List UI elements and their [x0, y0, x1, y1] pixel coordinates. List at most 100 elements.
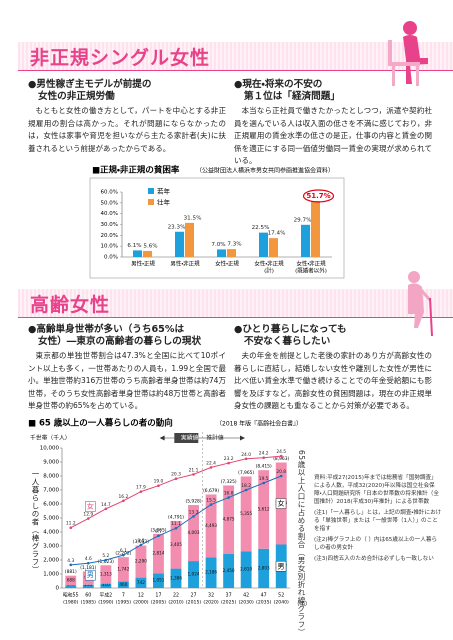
series-tag — [85, 569, 96, 581]
heading-line: ●ひとり暮らしになっても — [234, 324, 347, 335]
bar-segment — [100, 565, 112, 584]
data-label: 2,186 — [205, 570, 217, 575]
y-tick-label: 7,000 — [43, 488, 59, 494]
bar-segment — [205, 557, 217, 588]
data-label: 1,051 — [152, 578, 164, 583]
phase-label-bg — [174, 433, 199, 443]
total-label: (6,679) — [203, 488, 219, 494]
x-tick-label: (計) — [264, 267, 274, 275]
y-tick-label: 3,000 — [43, 544, 59, 550]
bar-segment — [117, 581, 129, 588]
section-band — [18, 289, 453, 318]
x-axis-unit: （年） — [294, 600, 311, 608]
bar — [227, 249, 236, 257]
data-label: 3,405 — [170, 542, 182, 547]
bar-segment — [223, 485, 235, 554]
column-body: 本当なら正社員で働きたかったとしつつ，派遣や契約社員を選んでいる人は収入面の低さ… — [234, 106, 432, 166]
chart-title: ■ 65 歳以上の一人暮らしの者の動向 — [28, 418, 173, 429]
data-label: 5.2 — [102, 553, 109, 559]
data-label: 19.0 — [154, 479, 164, 485]
series-name: 女 — [87, 502, 94, 511]
highlight-circle — [302, 189, 335, 203]
y-tick-label: 20.0% — [101, 233, 118, 239]
line-point — [157, 534, 160, 538]
data-label: 2,450 — [223, 568, 235, 573]
heading-line: ●現在・将来の不安の — [234, 79, 323, 90]
line-point — [104, 507, 108, 511]
heading-line: ●高齢単身世帯が多い（うち65%は — [28, 324, 185, 335]
data-label: 18.2 — [241, 483, 251, 489]
x-tick-label: 男性・正規 — [131, 260, 155, 268]
illustration-sitting-woman — [388, 21, 428, 86]
data-label: 4.3 — [67, 558, 74, 564]
bar-segment — [65, 585, 77, 588]
total-label: (3,032) — [133, 539, 149, 545]
data-label: 688 — [67, 577, 75, 582]
x-tick-label: (2030) — [239, 600, 254, 606]
data-label: 9.7 — [155, 529, 162, 535]
x-tick-label: 女性・非正規 — [254, 260, 284, 268]
data-label: 742 — [137, 580, 145, 585]
x-tick-label: (2000) — [133, 600, 148, 606]
y-tick-label: 50.0% — [101, 200, 118, 206]
total-label: (3,865) — [150, 527, 166, 533]
data-label: 310 — [102, 582, 110, 587]
x-tick-label: (2035) — [256, 600, 271, 606]
data-label: 4,003 — [188, 530, 200, 535]
total-label: (7,325) — [221, 479, 237, 485]
data-label: 19.5 — [259, 476, 269, 482]
y-tick-label: 6,000 — [43, 502, 59, 508]
bar-segment — [135, 545, 147, 578]
data-label: 1,386 — [170, 575, 182, 580]
data-label: 2,290 — [135, 559, 147, 564]
bar-segment — [170, 520, 182, 569]
data-label: 8.0 — [137, 538, 144, 544]
section-title: 非正規シングル女性 — [30, 47, 211, 69]
data-label: 24.0 — [241, 452, 251, 458]
data-label: 29.7% — [294, 217, 312, 223]
data-label: 13.3 — [189, 509, 199, 515]
data-label: 1,924 — [188, 572, 200, 577]
x-tick-label: 女性・正規 — [215, 260, 239, 268]
x-tick-label: (1995) — [116, 600, 131, 606]
x-tick-label: 52 — [278, 593, 284, 599]
line-point — [157, 484, 160, 487]
heading-line: 不安なく暮らしたい — [244, 336, 331, 347]
data-label: 1,742 — [117, 566, 129, 571]
series-name: 女 — [278, 499, 285, 508]
data-label: 23.2 — [224, 456, 234, 462]
x-tick-label: (1985) — [81, 600, 96, 606]
bar — [185, 222, 194, 257]
x-tick-label: 平成2 — [100, 592, 113, 599]
y-tick-label: 60.0% — [101, 190, 118, 196]
total-label: (8,963) — [273, 456, 289, 462]
bar — [217, 249, 226, 257]
x-tick-label: (1990) — [98, 600, 113, 606]
line-point — [209, 503, 213, 506]
data-label: 4,493 — [205, 523, 217, 528]
line-point — [209, 466, 213, 469]
line-point — [192, 473, 195, 476]
bar-segment — [205, 494, 217, 558]
note: (注1)「一人暮らし」とは，上記の調査・推計における「単独世帯」または「一般世帯… — [314, 510, 442, 532]
series-tag — [275, 561, 287, 572]
y-tick-label: 0.0% — [104, 255, 118, 261]
bar-segment — [170, 568, 182, 588]
x-tick-label: (2005) — [151, 600, 166, 606]
data-label: 31.5% — [184, 215, 202, 221]
data-label: 16.8 — [224, 491, 234, 497]
data-label: 2,610 — [240, 567, 252, 572]
data-label: 20.3 — [171, 472, 181, 478]
bar — [143, 250, 152, 257]
data-label: 7.0% — [211, 242, 225, 248]
data-label: 5.6% — [143, 243, 157, 249]
column-body: 東京都の単独世帯割合は47.3%と全国に比べて10ポイント以上も多く，一世帯あた… — [28, 351, 226, 411]
data-label: 17.4% — [268, 231, 286, 237]
poverty-rate-chart: ■正規・非正規の貧困率 （公益財団法人横浜市男女共同参画推進協会資料） 0.0% 10… — [89, 165, 345, 279]
x-tick-label: 22 — [173, 593, 179, 599]
data-label: 16.2 — [118, 494, 128, 500]
data-label: 51.7% — [306, 192, 330, 200]
data-label: 23.3% — [168, 224, 186, 230]
y2-axis-title: 65歳以上人口に占める割合（男女別折れ線グラフ） — [297, 450, 306, 637]
